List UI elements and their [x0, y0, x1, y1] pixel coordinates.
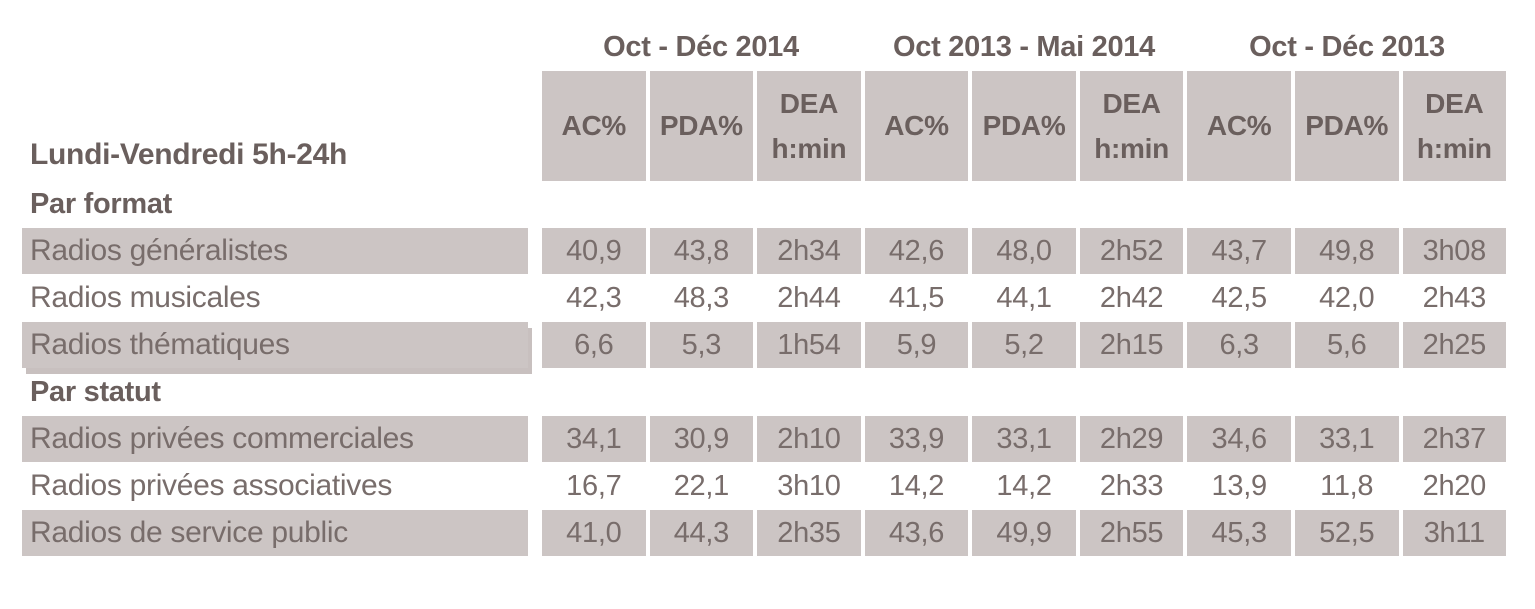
value-cell: 3h08 [1402, 228, 1507, 274]
value-cell: 2h37 [1402, 416, 1507, 462]
value-cell: 30,9 [649, 416, 754, 462]
value-cell: 44,1 [996, 281, 1052, 314]
value-cell: 42,3 [566, 281, 622, 314]
col-header-label: AC% [1206, 110, 1272, 141]
section-title: Par format [30, 188, 173, 220]
value-cell: 48,0 [972, 228, 1076, 274]
row-label: Radios musicales [30, 281, 261, 314]
period-title: Oct 2013 - Mai 2014 [893, 31, 1155, 63]
value-cell: 52,5 [1294, 510, 1399, 556]
table-body: Par format Radios généralistes 40,9 43,8 2h3… [22, 181, 1507, 556]
value-cell: 42,6 [864, 228, 969, 274]
period-title: Oct - Déc 2013 [1249, 31, 1445, 63]
value-cell: 5,6 [1294, 322, 1399, 368]
col-header-label: AC% [884, 110, 949, 141]
section-title: Par statut [30, 376, 161, 408]
corner-label: Lundi-Vendredi 5h-24h [30, 138, 348, 171]
col-header-cell: PDA% [972, 71, 1076, 181]
table-row: Radios musicales 42,3 48,3 2h44 41,5 44,1 2h42… [22, 275, 1506, 321]
col-header-sublabel: h:min [1094, 132, 1169, 164]
value-cell: 2h20 [1422, 469, 1487, 502]
row-label: Radios généralistes [22, 228, 528, 274]
col-header-label: DEA [1425, 87, 1484, 119]
value-cell: 44,3 [649, 510, 754, 556]
value-cell: 1h54 [757, 322, 861, 368]
col-header-cell: DEA h:min [757, 71, 861, 181]
value-cell: 2h43 [1422, 281, 1487, 314]
value-cell: 41,0 [542, 510, 646, 556]
value-cell: 16,7 [566, 469, 622, 502]
value-cell: 2h42 [1099, 281, 1164, 314]
value-cell: 49,9 [972, 510, 1076, 556]
col-header-label: PDA% [659, 110, 743, 141]
value-cell: 13,9 [1211, 469, 1268, 502]
value-cell: 2h34 [757, 228, 861, 274]
value-cell: 34,6 [1187, 416, 1291, 462]
table-section: Par statut Radios privées commerciales 34,… [22, 369, 1507, 556]
value-cell: 5,9 [864, 322, 969, 368]
value-cell: 6,3 [1187, 322, 1291, 368]
value-cell: 2h35 [757, 510, 861, 556]
col-header-label: DEA [779, 87, 839, 119]
value-cell: 41,5 [888, 281, 945, 314]
value-cell: 33,1 [1294, 416, 1399, 462]
value-cell: 2h55 [1079, 510, 1184, 556]
col-header-cell: AC% [1187, 71, 1291, 181]
row-label: Radios privées associatives [30, 469, 393, 502]
col-header-label: DEA [1102, 87, 1161, 119]
col-header-label: PDA% [982, 110, 1066, 141]
col-header-label: PDA% [1305, 110, 1389, 141]
value-cell: 43,7 [1187, 228, 1291, 274]
col-header-cell: DEA h:min [1402, 71, 1507, 181]
col-header-cell: PDA% [1294, 71, 1399, 181]
value-cell: 2h10 [757, 416, 861, 462]
value-cell: 2h52 [1079, 228, 1184, 274]
value-cell: 2h15 [1079, 322, 1184, 368]
value-cell: 2h44 [777, 281, 841, 314]
table-row: Radios généralistes 40,9 43,8 2h34 42,6 48,0 2… [22, 228, 1507, 274]
value-cell: 22,1 [673, 469, 730, 502]
period-title: Oct - Déc 2014 [603, 31, 799, 63]
value-cell: 14,2 [996, 469, 1052, 502]
table-section: Par format Radios généralistes 40,9 43,8 2h3… [22, 181, 1507, 368]
table-row: Radios de service public 41,0 44,3 2h35 43,6… [22, 510, 1507, 556]
value-cell: 42,0 [1319, 281, 1375, 314]
col-header-cell: DEA h:min [1079, 71, 1184, 181]
col-header-cell: AC% [542, 71, 646, 181]
col-header-sublabel: h:min [771, 132, 847, 164]
col-header-label: AC% [561, 110, 627, 141]
value-cell: 2h29 [1079, 416, 1184, 462]
row-label: Radios thématiques [22, 322, 528, 368]
value-cell: 49,8 [1294, 228, 1399, 274]
col-header-sublabel: h:min [1416, 132, 1492, 164]
col-header-cell: AC% [864, 71, 969, 181]
value-cell: 40,9 [542, 228, 646, 274]
value-cell: 33,1 [972, 416, 1076, 462]
table-row: Radios privées commerciales 34,1 30,9 2h10 3… [22, 416, 1507, 462]
period-titles-row: Oct - Déc 2014 Oct 2013 - Mai 2014 Oct - D… [542, 28, 1506, 62]
value-cell: 3h11 [1402, 510, 1507, 556]
col-header-cell: PDA% [649, 71, 754, 181]
table-row: Radios thématiques 6,6 5,3 1h54 5,9 5,2 2h15 6,… [22, 322, 1507, 368]
value-cell: 2h25 [1402, 322, 1507, 368]
value-cell: 6,6 [542, 322, 646, 368]
column-header-row: Lundi-Vendredi 5h-24h AC% PDA% DEA h:min AC%… [22, 71, 1507, 181]
row-label: Radios privées commerciales [22, 416, 528, 462]
value-cell: 11,8 [1320, 469, 1374, 502]
value-cell: 34,1 [542, 416, 646, 462]
value-cell: 5,3 [649, 322, 754, 368]
value-cell: 14,2 [888, 469, 945, 502]
value-cell: 42,5 [1211, 281, 1268, 314]
value-cell: 48,3 [673, 281, 730, 314]
value-cell: 5,2 [972, 322, 1076, 368]
value-cell: 2h33 [1099, 469, 1164, 502]
value-cell: 33,9 [864, 416, 969, 462]
table-row: Radios privées associatives 16,7 22,1 3h10 1… [22, 463, 1506, 509]
value-cell: 43,6 [864, 510, 969, 556]
value-cell: 45,3 [1187, 510, 1291, 556]
row-label: Radios de service public [22, 510, 528, 556]
value-cell: 43,8 [649, 228, 754, 274]
value-cell: 3h10 [777, 469, 841, 502]
